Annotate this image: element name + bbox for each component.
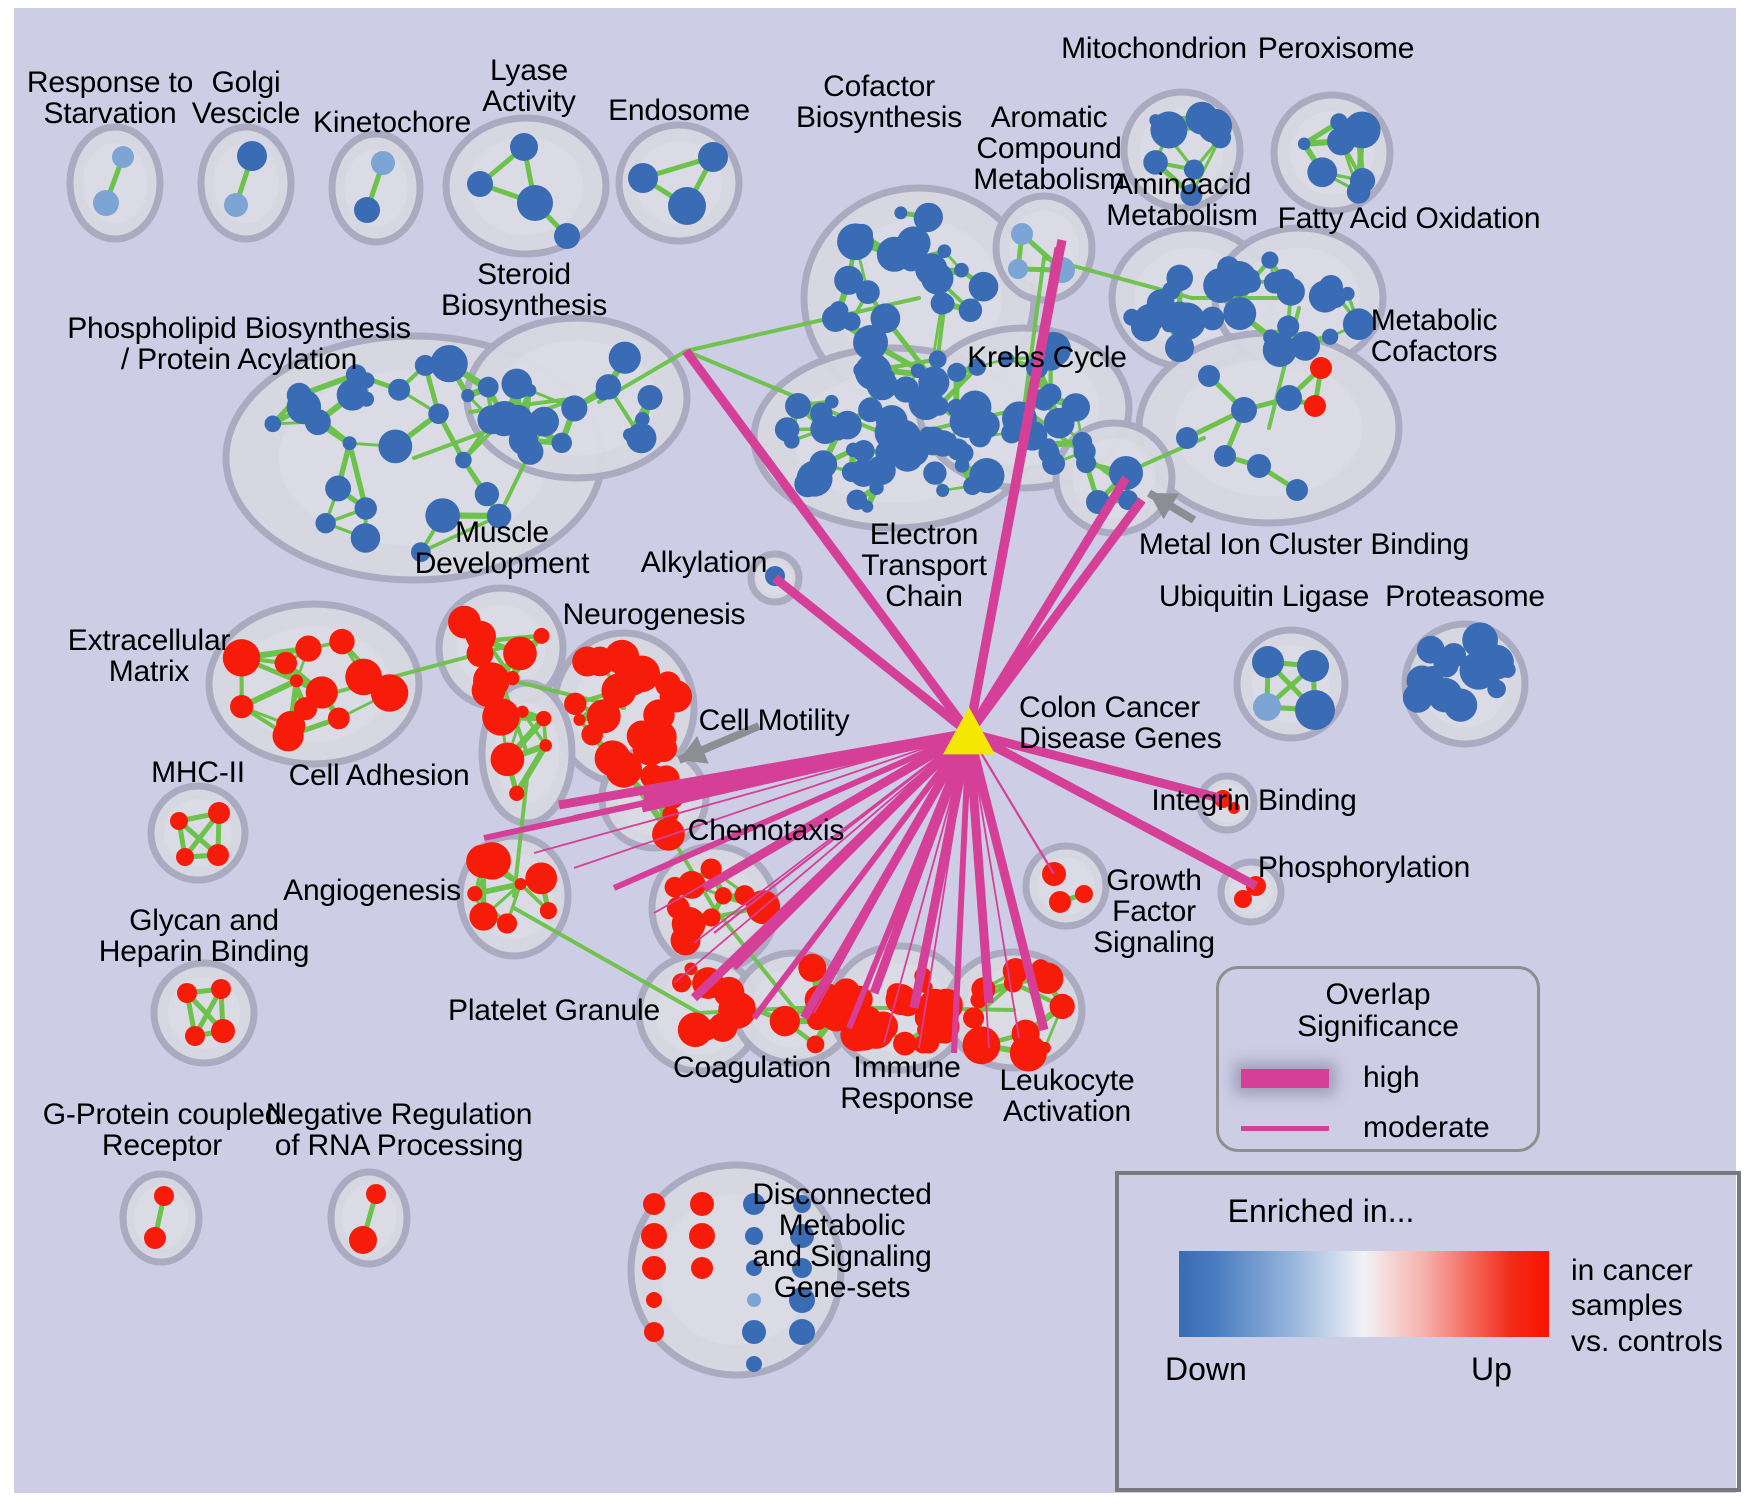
cluster-label-electron-transport-chain: Electron Transport Chain — [861, 518, 987, 613]
cluster-label-mhc-ii: MHC-II — [151, 756, 245, 789]
colorbar-down-label: Down — [1165, 1351, 1247, 1387]
cluster-label-krebs-cycle: Krebs Cycle — [967, 341, 1127, 374]
cluster-label-lyase-activity: Lyase Activity — [482, 54, 576, 118]
cluster-label-alkylation: Alkylation — [640, 546, 768, 579]
enrichment-colorbar — [1179, 1251, 1549, 1337]
enriched-in-legend: Enriched in... Down Up in cancer samples… — [1115, 1171, 1741, 1492]
cluster-label-glycan-heparin-binding: Glycan and Heparin Binding — [98, 904, 310, 968]
cluster-label-neurogenesis: Neurogenesis — [562, 598, 746, 631]
cluster-label-phospholipid-biosynthesis: Phospholipid Biosynthesis / Protein Acyl… — [67, 312, 411, 376]
cluster-label-chemotaxis: Chemotaxis — [687, 814, 845, 847]
moderate-significance-swatch — [1241, 1125, 1329, 1131]
overlap-significance-legend: Overlap Significance high moderate — [1216, 966, 1540, 1152]
high-significance-swatch — [1241, 1068, 1329, 1088]
colorbar-up-label: Up — [1471, 1351, 1512, 1387]
cluster-label-golgi-vescicle: Golgi Vescicle — [191, 66, 301, 130]
cluster-label-aromatic-compound-metabolism: Aromatic Compound Metabolism — [973, 101, 1125, 196]
cluster-label-peroxisome: Peroxisome — [1257, 32, 1415, 65]
cluster-label-ubiquitin-ligase: Ubiquitin Ligase — [1158, 580, 1370, 613]
overlap-significance-title: Overlap Significance — [1297, 978, 1459, 1043]
cluster-label-aminoacid-metabolism: Aminoacid Metabolism — [1106, 168, 1258, 232]
cluster-label-cell-adhesion: Cell Adhesion — [288, 759, 470, 792]
colorbar-side-text: in cancer samples vs. controls — [1571, 1254, 1723, 1358]
cluster-label-g-protein-coupled-receptor: G-Protein coupled Receptor — [42, 1098, 282, 1162]
hub-label: Colon Cancer Disease Genes — [1019, 691, 1222, 755]
cluster-label-negative-regulation-rna-processing: Negative Regulation of RNA Processing — [265, 1098, 533, 1162]
cluster-label-disconnected-gene-sets: Disconnected Metabolic and Signaling Gen… — [752, 1178, 932, 1304]
cluster-label-response-to-starvation: Response to Starvation — [26, 66, 194, 130]
cluster-label-fatty-acid-oxidation: Fatty Acid Oxidation — [1277, 202, 1541, 235]
cluster-label-proteasome: Proteasome — [1385, 580, 1545, 613]
cluster-label-coagulation: Coagulation — [673, 1051, 831, 1084]
enriched-in-title: Enriched in... — [1227, 1193, 1415, 1229]
cluster-label-growth-factor-signaling: Growth Factor Signaling — [1093, 864, 1215, 959]
cluster-label-muscle-development: Muscle Development — [414, 516, 590, 580]
cluster-label-angiogenesis: Angiogenesis — [283, 874, 461, 907]
cluster-label-cell-motility: Cell Motility — [698, 704, 850, 737]
legend-row-moderate: moderate — [1241, 1111, 1490, 1145]
cluster-label-metal-ion-cluster-binding: Metal Ion Cluster Binding — [1138, 528, 1470, 561]
cluster-label-kinetochore: Kinetochore — [313, 106, 471, 139]
moderate-significance-label: moderate — [1363, 1111, 1490, 1144]
cluster-label-integrin-binding: Integrin Binding — [1151, 784, 1357, 817]
cluster-label-immune-response: Immune Response — [840, 1051, 974, 1115]
cluster-label-extracellular-matrix: Extracellular Matrix — [67, 624, 231, 688]
high-significance-label: high — [1363, 1061, 1420, 1094]
cluster-label-steroid-biosynthesis: Steroid Biosynthesis — [440, 258, 608, 322]
cluster-label-platelet-granule: Platelet Granule — [448, 994, 660, 1027]
cluster-label-mitochondrion: Mitochondrion — [1061, 32, 1247, 65]
network-svg — [66, 88, 1529, 1379]
cluster-label-leukocyte-activation: Leukocyte Activation — [999, 1064, 1135, 1128]
network-canvas: Response to Starvation Golgi Vescicle Kine… — [14, 8, 1741, 1493]
legend-row-high: high — [1241, 1061, 1420, 1095]
cluster-label-endosome: Endosome — [608, 94, 750, 127]
cluster-label-phosphorylation: Phosphorylation — [1257, 851, 1471, 884]
cluster-label-cofactor-biosynthesis: Cofactor Biosynthesis — [795, 70, 963, 134]
cluster-label-metabolic-cofactors: Metabolic Cofactors — [1370, 304, 1498, 368]
